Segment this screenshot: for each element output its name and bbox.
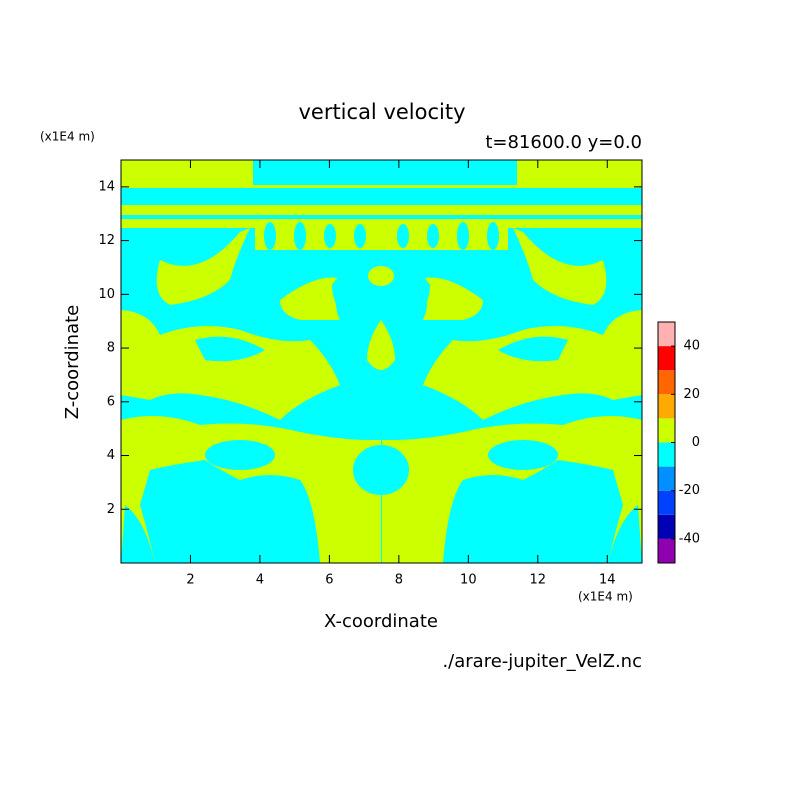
x-tick-label: 12 xyxy=(530,573,547,588)
y-tick-label: 6 xyxy=(107,394,115,409)
x-axis-label: X-coordinate xyxy=(324,611,438,632)
y-tick-label: 8 xyxy=(107,341,115,356)
x-tick-label: 4 xyxy=(256,573,264,588)
y-axis-label: Z-coordinate xyxy=(62,305,83,420)
colorbar-bin xyxy=(658,466,675,491)
colorbar-bin xyxy=(658,538,675,563)
colorbar-bin xyxy=(658,322,675,347)
y-tick-label: 12 xyxy=(98,233,115,248)
colorbar-tick-label: 20 xyxy=(683,387,700,402)
x-tick-label: 14 xyxy=(599,573,616,588)
x-tick-label: 10 xyxy=(460,573,477,588)
colorbar-bin xyxy=(658,394,675,419)
y-tick-label: 10 xyxy=(98,287,115,302)
colorbar-bin xyxy=(658,514,675,539)
x-unit: (x1E4 m) xyxy=(578,590,633,604)
colorbar-tick-label: 40 xyxy=(683,339,700,354)
y-tick-label: 4 xyxy=(107,448,115,463)
contour-field xyxy=(121,160,642,563)
colorbar-tick-label: 0 xyxy=(692,435,700,450)
x-tick-label: 6 xyxy=(325,573,333,588)
chart-subtitle: t=81600.0 y=0.0 xyxy=(485,132,642,153)
colorbar-bin xyxy=(658,346,675,371)
y-unit: (x1E4 m) xyxy=(40,130,95,144)
colorbar-bin xyxy=(658,418,675,443)
source-label: ./arare-jupiter_VelZ.nc xyxy=(442,651,642,672)
y-tick-label: 2 xyxy=(107,502,115,517)
colorbar-tick-label: -40 xyxy=(679,531,700,546)
plot-frame xyxy=(120,159,643,564)
y-tick-label: 14 xyxy=(98,179,115,194)
x-tick-label: 8 xyxy=(395,573,403,588)
colorbar-tick-label: -20 xyxy=(679,483,700,498)
colorbar-bin xyxy=(658,490,675,515)
colorbar-bin xyxy=(658,370,675,395)
chart-title: vertical velocity xyxy=(298,100,465,124)
x-tick-label: 2 xyxy=(186,573,194,588)
colorbar-bin xyxy=(658,442,675,467)
